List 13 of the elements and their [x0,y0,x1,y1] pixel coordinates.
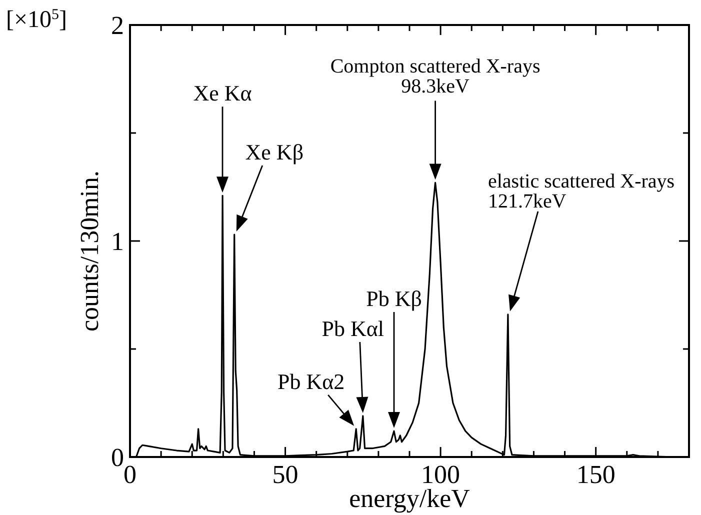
y-tick-label: 2 [111,11,124,40]
x-tick-label: 150 [576,460,616,489]
annotation: Pb Kβ [366,286,422,311]
x-tick-label: 50 [272,460,298,489]
annotation: Xe Kβ [245,140,304,164]
annotation: Pb Kαl [322,316,384,341]
text: [×10$^{5}$] [6,7,68,33]
annotation: elastic scattered X-rays 121.7keV [488,170,675,212]
annotation: Pb Kα2 [278,368,345,394]
y-tick-label: 1 [111,227,124,256]
annotation: Xe Kα [193,80,252,106]
annotation: Compton scattered X-rays 98.3keV [330,56,540,98]
y-axis-title: counts/130min. [75,170,104,332]
